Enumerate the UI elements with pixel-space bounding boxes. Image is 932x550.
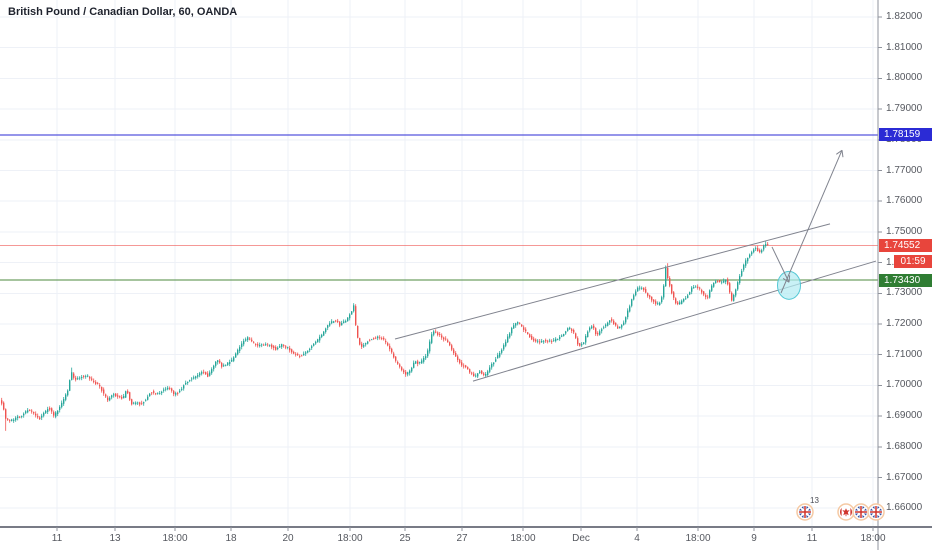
time-axis-label: 25 [399, 533, 411, 544]
time-axis-label: 11 [806, 533, 818, 544]
price-axis-label: 1.80000 [886, 72, 923, 84]
price-axis-label: 1.76000 [886, 195, 923, 207]
price-axis-label: 1.79000 [886, 103, 923, 115]
candlestick-series [1, 241, 769, 431]
price-axis-label: 1.75000 [886, 225, 923, 237]
price-axis-label: 1.82000 [886, 11, 923, 22]
time-axis-label: 4 [634, 533, 640, 544]
arrow-ellipse-annotations[interactable] [771, 149, 844, 300]
time-axis-label: 18 [225, 533, 237, 544]
price-axis-label: 1.68000 [886, 440, 923, 452]
time-axis-label: 18:00 [860, 533, 886, 544]
event-count-label: 13 [810, 496, 819, 505]
uk-flag-event-icon[interactable] [867, 503, 885, 521]
trend-channel-drawing[interactable] [394, 223, 877, 382]
price-axis-label: 1.71000 [886, 348, 923, 360]
canada-flag-event-icon[interactable] [837, 503, 855, 521]
bar-close-countdown-badge: 01:59 [894, 254, 932, 268]
time-axis-label: 9 [751, 533, 757, 544]
symbol-title: British Pound / Canadian Dollar, 60, OAN… [8, 6, 238, 18]
time-axis-label: 11 [51, 533, 63, 544]
current-price-badge: 1.74552 [879, 239, 932, 253]
horizontal-level-lines[interactable] [0, 134, 878, 281]
alert-level-price-badge: 1.78159 [879, 128, 932, 142]
time-axis-label: Dec [572, 533, 590, 544]
grid-lines [0, 0, 878, 527]
price-axis-label: 1.67000 [886, 471, 923, 483]
price-axis-label: 1.69000 [886, 410, 923, 422]
time-axis-label: 18:00 [685, 533, 711, 544]
time-axis-label: 18:00 [337, 533, 363, 544]
support-level-price-badge: 1.73430 [879, 273, 932, 287]
price-axis-label: 1.70000 [886, 379, 923, 391]
time-axis-label: 20 [282, 533, 294, 544]
time-axis-label: 27 [456, 533, 468, 544]
price-axis-label: 1.77000 [886, 164, 923, 176]
uk-flag-event-icon[interactable] [852, 503, 870, 521]
time-axis-label: 18:00 [510, 533, 536, 544]
time-axis-label: 13 [109, 533, 121, 544]
time-axis-label: 18:00 [162, 533, 188, 544]
price-axis-label: 1.72000 [886, 318, 923, 329]
price-axis-label: 1.73000 [886, 287, 923, 299]
uk-flag-event-icon[interactable] [796, 503, 814, 521]
price-axis-label: 1.66000 [886, 502, 923, 514]
price-axis-label: 1.81000 [886, 41, 923, 53]
event-markers[interactable]: 13 [796, 496, 885, 521]
